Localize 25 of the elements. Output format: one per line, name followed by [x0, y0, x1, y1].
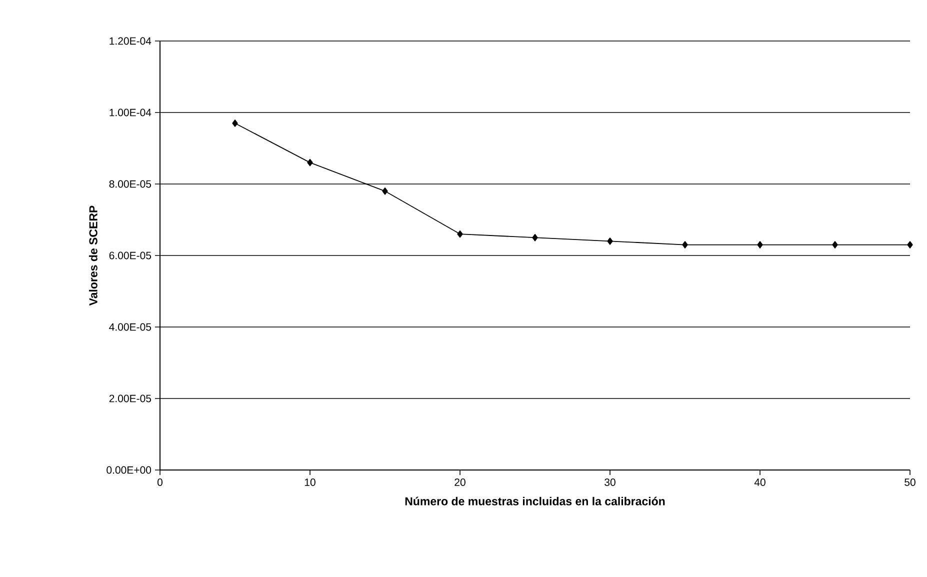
x-tick-label: 50: [904, 478, 916, 486]
y-tick-label: 6.00E-05: [109, 252, 152, 260]
point: [232, 120, 238, 127]
y-tick-label: 8.00E-05: [109, 180, 152, 188]
x-tick-label: 0: [157, 478, 163, 486]
point: [457, 230, 463, 238]
x-axis-title: Número de muestras incluidas en la calibración: [405, 496, 665, 506]
x-tick-label: 40: [754, 478, 766, 486]
point: [607, 238, 613, 245]
y-axis-title: Valores de SCERP: [88, 206, 98, 306]
y-tick-label: 0.00E+00: [106, 466, 152, 474]
point: [757, 241, 763, 248]
point: [907, 241, 913, 248]
point: [532, 234, 538, 242]
y-tick-label: 1.00E-04: [110, 108, 152, 116]
y-tick-label: 1.20E-04: [110, 37, 152, 45]
x-tick-label: 10: [304, 478, 316, 486]
y-tick-label: 2.00E-05: [109, 394, 152, 402]
point: [832, 241, 838, 248]
point: [382, 187, 388, 195]
y-tick-label: 4.00E-05: [109, 323, 152, 331]
point: [307, 158, 313, 166]
x-tick-label: 30: [604, 478, 616, 486]
x-tick-label: 20: [454, 478, 466, 486]
point: [682, 241, 688, 248]
